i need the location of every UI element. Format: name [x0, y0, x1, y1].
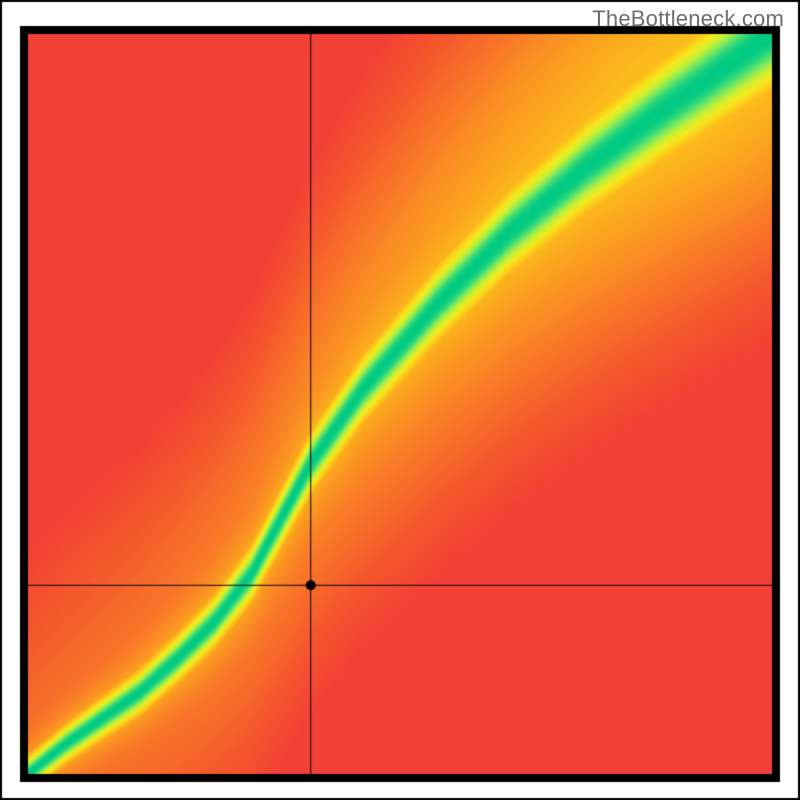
watermark-text: TheBottleneck.com — [592, 6, 784, 32]
bottleneck-heatmap — [0, 0, 800, 800]
